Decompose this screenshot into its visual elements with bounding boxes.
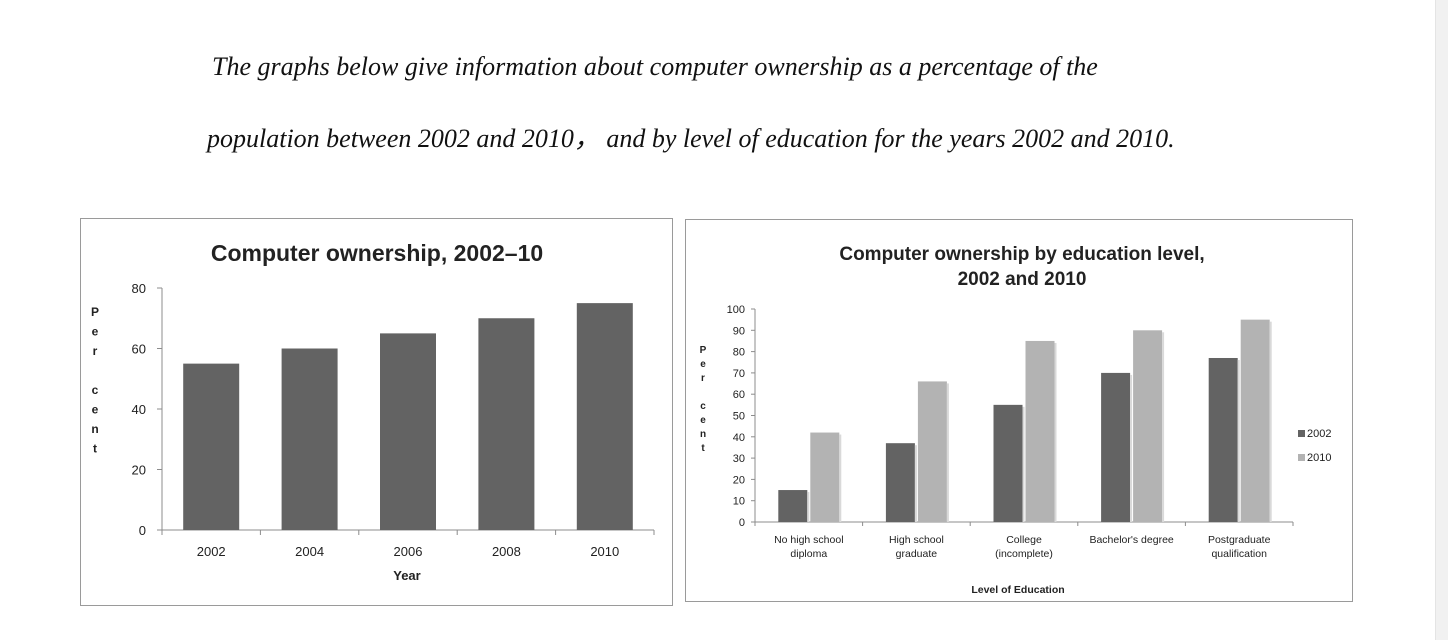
bar-2002-4 [1101, 372, 1131, 522]
bar-shadow [946, 383, 949, 522]
bar-shadow [1022, 406, 1025, 522]
bar-2002-5 [1208, 357, 1238, 522]
y-tick-label: 60 [132, 342, 146, 357]
y-tick-label: 50 [733, 411, 745, 423]
y-tick-label: 90 [733, 325, 745, 337]
education-chart: Computer ownership by education level, 20… [700, 244, 1332, 596]
bar-2010-3 [1025, 340, 1055, 522]
y-tick-label: 0 [739, 517, 745, 529]
x-tick-label: Postgraduate qualification [1208, 534, 1271, 560]
x-tick-label: 2006 [394, 544, 423, 559]
chart-subtitle: 2002 and 2010 [958, 269, 1087, 290]
x-tick-label: College (incomplete) [995, 534, 1053, 560]
prompt-line-1: The graphs below give information about … [212, 52, 1098, 81]
bar-2006 [380, 333, 436, 530]
y-tick-label: 70 [733, 368, 745, 380]
x-axis-label: Year [393, 568, 420, 583]
x-tick-label: High school graduate [889, 534, 944, 560]
x-tick-label: 2008 [492, 544, 521, 559]
legend-swatch-2010 [1298, 454, 1305, 461]
bar-2010-1 [810, 432, 840, 522]
y-tick-label: 80 [733, 347, 745, 359]
chart-title: Computer ownership by education level, [839, 244, 1204, 265]
bar-2004 [281, 348, 338, 530]
bar-2008 [478, 318, 535, 530]
x-tick-label: Bachelor's degree [1089, 534, 1173, 546]
bar-shadow [1269, 321, 1272, 522]
bar-2002-1 [778, 490, 808, 522]
legend-swatch-2002 [1298, 430, 1305, 437]
bar-shadow [839, 434, 842, 522]
y-tick-label: 40 [733, 432, 745, 444]
bar-2010 [576, 303, 633, 530]
bar-shadow [807, 492, 810, 522]
bar-2010-2 [917, 381, 947, 522]
bar-shadow [1237, 359, 1240, 522]
y-tick-label: 0 [139, 523, 146, 538]
y-tick-label: 60 [733, 389, 745, 401]
bar-2002 [183, 363, 240, 530]
y-tick-label: 20 [132, 463, 146, 478]
scrollbar[interactable] [1435, 0, 1448, 640]
chart-title: Computer ownership, 2002–10 [211, 240, 543, 266]
prompt-line-2: population between 2002 and 2010， and by… [207, 124, 1175, 153]
y-tick-label: 80 [132, 281, 146, 296]
x-tick-label: 2004 [295, 544, 324, 559]
ownership-chart: Computer ownership, 2002–10 P e r c e n t 0 20 40 6… [91, 240, 655, 583]
y-tick-label: 30 [733, 453, 745, 465]
bar-shadow [1054, 342, 1057, 522]
legend-label-2002: 2002 [1307, 428, 1331, 440]
bar-2002-3 [993, 404, 1023, 522]
x-tick-label: 2002 [197, 544, 226, 559]
x-axis-label: Level of Education [971, 584, 1064, 596]
bar-2002-2 [885, 443, 915, 522]
y-tick-label: 100 [727, 304, 745, 316]
legend-label-2010: 2010 [1307, 452, 1331, 464]
x-tick-label: No high school diploma [774, 534, 843, 560]
y-tick-label: 20 [733, 474, 745, 486]
y-tick-label: 40 [132, 402, 146, 417]
x-tick-label: 2010 [590, 544, 619, 559]
bar-2010-5 [1240, 319, 1270, 522]
bar-shadow [914, 445, 917, 522]
chart-panel-education: Computer ownership by education level, 20… [685, 219, 1353, 602]
bar-2010-4 [1133, 330, 1163, 522]
y-tick-label: 10 [733, 496, 745, 508]
bar-shadow [1130, 374, 1133, 522]
bar-shadow [1162, 332, 1165, 522]
